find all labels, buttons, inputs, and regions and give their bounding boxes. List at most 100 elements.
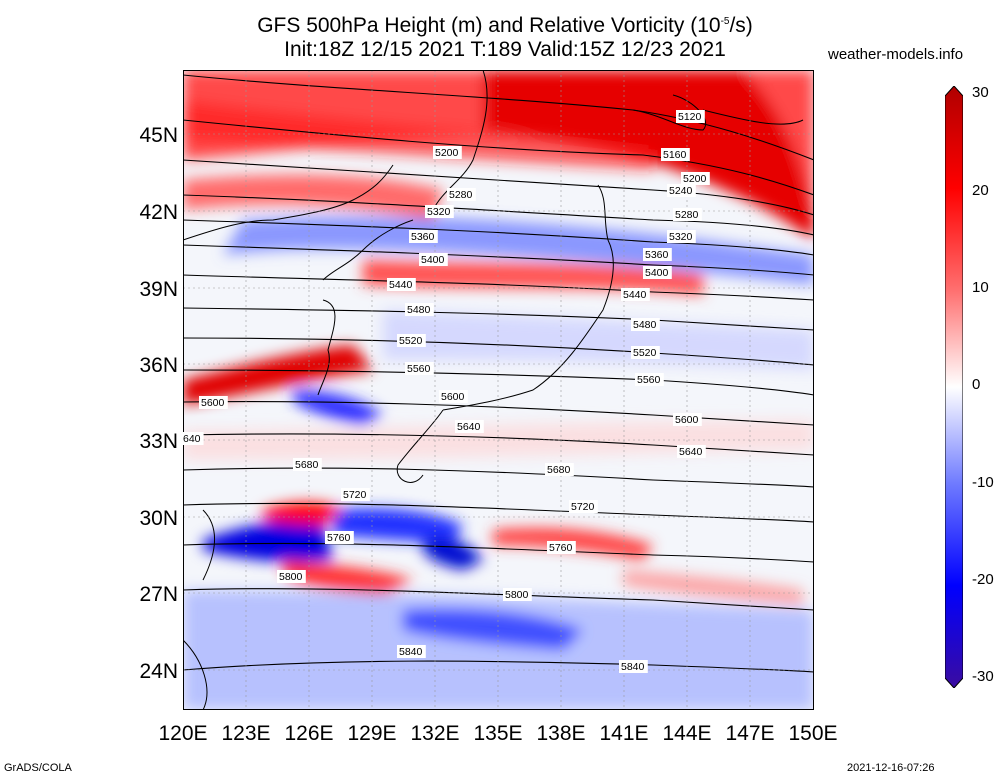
contour-label-bg (447, 188, 476, 201)
contour-label: 5720 (571, 501, 595, 513)
contour-label: 5480 (633, 319, 657, 331)
contour-label: 5400 (645, 267, 669, 279)
contour-label-bg (667, 184, 696, 197)
lon-label: 150E (788, 722, 838, 745)
contour-label: 5640 (679, 446, 703, 458)
contour-label-bg (277, 570, 306, 583)
contour-label-bg (405, 303, 434, 316)
contour-label: 5640 (457, 421, 481, 433)
lat-label: 39N (139, 278, 178, 301)
lat-label: 30N (139, 507, 178, 530)
lat-label: 45N (139, 124, 178, 147)
lon-label: 135E (473, 722, 523, 745)
contour-label: 5720 (343, 489, 367, 501)
colorbar (945, 86, 963, 688)
contour-label: 5440 (389, 279, 413, 291)
contour-label: 640 (183, 433, 201, 445)
contour-label-bg (661, 148, 690, 161)
lon-label: 144E (662, 722, 712, 745)
contour-label: 5800 (279, 571, 303, 583)
contour-label-bg (425, 205, 454, 218)
contour-label: 5240 (669, 185, 693, 197)
contour-label: 5840 (621, 661, 645, 673)
contour-label-bg (397, 334, 426, 347)
colorbar-label: 30 (972, 84, 989, 101)
contour-label-bg (433, 146, 462, 159)
lon-label: 129E (347, 722, 397, 745)
contour-label-bg (673, 413, 702, 426)
colorbar-label: 10 (972, 279, 989, 296)
lon-label: 123E (221, 722, 271, 745)
contour-label: 5520 (633, 347, 657, 359)
contour-label: 5560 (407, 363, 431, 375)
coastlines (183, 70, 804, 710)
contour-label-bg (631, 318, 660, 331)
contour-label: 5440 (623, 289, 647, 301)
contour-label-bg (503, 588, 532, 601)
footer-timestamp: 2021-12-16-07:26 (847, 762, 935, 774)
contour-label-bg (676, 110, 705, 123)
lon-label: 126E (284, 722, 334, 745)
lat-label: 33N (139, 430, 178, 453)
contour-label-bg (545, 463, 574, 476)
vorticity-field (183, 70, 814, 710)
contour-label: 5360 (645, 249, 669, 261)
lat-label: 27N (139, 583, 178, 606)
contour-label: 5680 (295, 459, 319, 471)
footer-software: GrADS/COLA (4, 762, 72, 774)
colorbar-label: 20 (972, 182, 989, 199)
contour-label: 5600 (441, 391, 465, 403)
colorbar-label: 0 (972, 376, 981, 393)
contour-label-bg (677, 445, 706, 458)
contour-label: 5120 (678, 111, 702, 123)
contour-label: 5280 (449, 189, 473, 201)
lon-label: 132E (410, 722, 460, 745)
contour-label-bg (341, 488, 370, 501)
lon-label: 147E (725, 722, 775, 745)
contour-label: 5600 (201, 397, 225, 409)
contour-label: 5200 (683, 173, 707, 185)
contour-label-bg (183, 432, 204, 445)
contour-label-bg (397, 645, 426, 658)
contour-label: 5280 (675, 209, 699, 221)
contour-label-bg (293, 458, 322, 471)
contour-label: 5840 (399, 646, 423, 658)
colorbar-label: -30 (972, 668, 994, 685)
lat-label: 42N (139, 201, 178, 224)
site-name: weather-models.info (828, 46, 964, 63)
lat-label: 36N (139, 354, 178, 377)
contour-label-bg (635, 373, 664, 386)
colorbar-label: -10 (972, 474, 994, 491)
contour-label: 5320 (427, 206, 451, 218)
contour-label-bg (643, 248, 672, 261)
contour-label: 5200 (435, 147, 459, 159)
contour-label-bg (199, 396, 228, 409)
contour-label-bg (455, 420, 484, 433)
chart-subtitle: Init:18Z 12/15 2021 T:189 Valid:15Z 12/2… (284, 38, 726, 61)
contour-label: 5600 (675, 414, 699, 426)
contour-label: 5520 (399, 335, 423, 347)
map-plot-area: 5200 5280 5320 5360 5400 5440 5480 5520 5560 5600… (183, 70, 814, 710)
contour-label-bg (621, 288, 650, 301)
lat-label: 24N (139, 660, 178, 683)
contour-label: 5360 (411, 231, 435, 243)
contour-label-bg (569, 500, 598, 513)
vorticity-map: 5200 5280 5320 5360 5400 5440 5480 5520 5560 5600… (183, 70, 814, 710)
plot-frame (183, 70, 814, 710)
contour-label-bg (619, 660, 648, 673)
contour-label-bg (667, 230, 696, 243)
contour-label: 5480 (407, 304, 431, 316)
contour-label-bg (439, 390, 468, 403)
contour-label-bg (643, 266, 672, 279)
lon-label: 141E (599, 722, 649, 745)
contour-label: 5400 (421, 254, 445, 266)
contour-label-bg (325, 531, 354, 544)
contour-label-bg (681, 172, 710, 185)
contour-label-bg (419, 253, 448, 266)
contour-label-bg (547, 541, 576, 554)
lon-label: 138E (536, 722, 586, 745)
contour-label: 5800 (505, 589, 529, 601)
lon-label: 120E (158, 722, 208, 745)
contour-label-bg (405, 362, 434, 375)
contour-label-bg (387, 278, 416, 291)
